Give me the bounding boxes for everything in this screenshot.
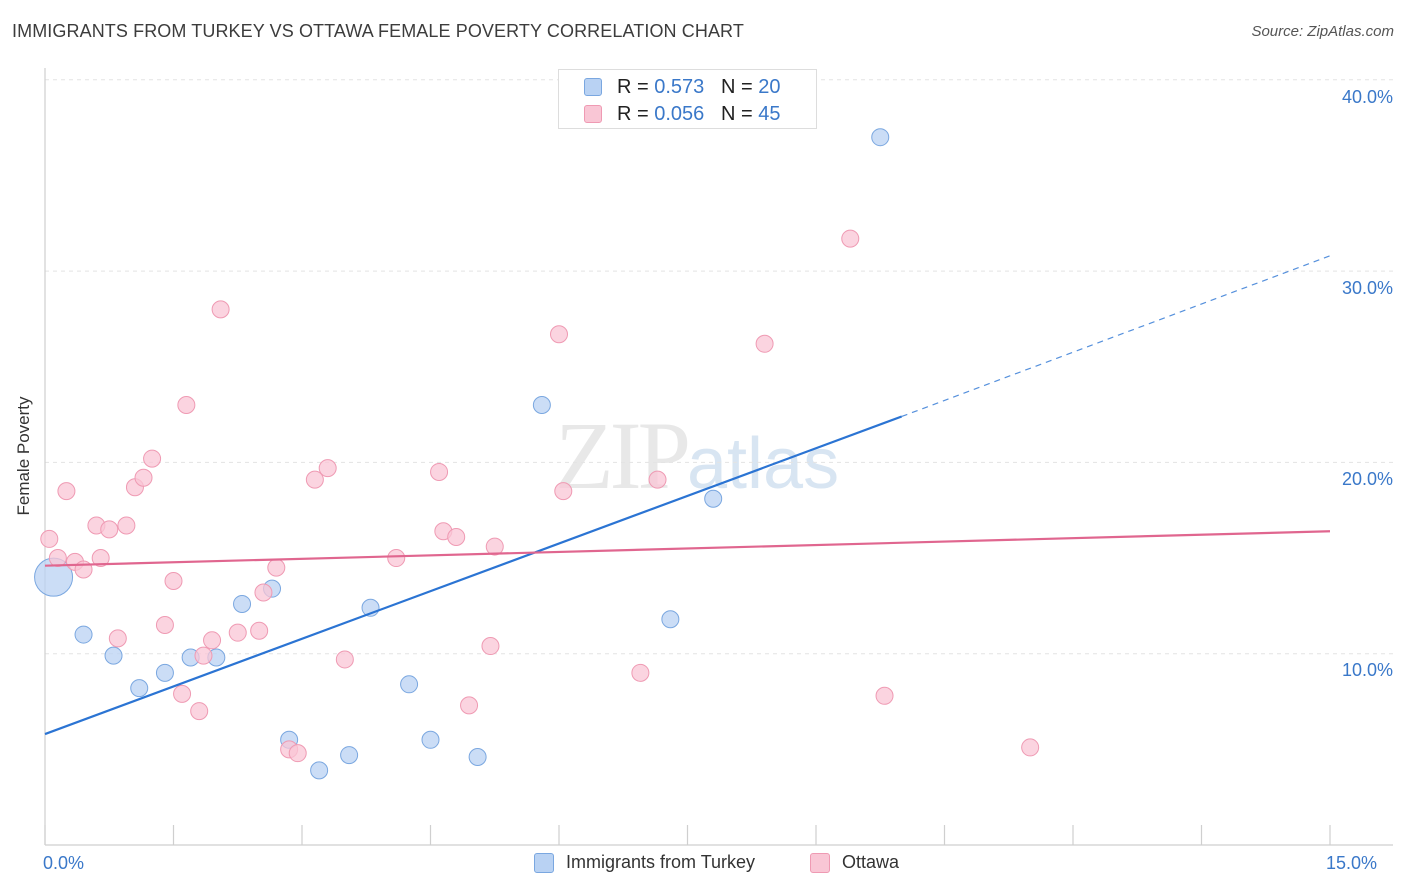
point-ottawa-31: [430, 462, 449, 481]
point-ottawa-27: [305, 470, 324, 489]
point-ottawa-34: [460, 696, 479, 715]
point-ottawa-1: [48, 549, 67, 568]
point-ottawa-36: [485, 537, 504, 556]
point-turkey-11: [340, 746, 359, 765]
r-value-turkey: 0.573: [654, 75, 705, 98]
y-tick-label-40: 40.0%: [1341, 87, 1393, 107]
chart-title: IMMIGRANTS FROM TURKEY VS OTTAWA FEMALE …: [12, 21, 744, 41]
legend-item-ottawa: Ottawa: [810, 852, 899, 873]
watermark: ZIPatlas: [555, 400, 839, 511]
point-ottawa-19: [203, 631, 222, 650]
x-tick-label-max: 15.0%: [1326, 853, 1378, 873]
point-ottawa-14: [164, 572, 183, 591]
point-ottawa-12: [143, 449, 162, 468]
point-ottawa-18: [194, 646, 213, 665]
point-ottawa-6: [91, 549, 110, 568]
trend-line-turkey-extension: [901, 255, 1331, 418]
point-ottawa-16: [177, 396, 196, 415]
point-turkey-1: [74, 625, 93, 644]
n-value-turkey: 20: [758, 75, 781, 98]
point-ottawa-17: [190, 702, 209, 721]
y-axis-label: Female Poverty: [13, 396, 33, 516]
point-ottawa-28: [318, 459, 337, 478]
point-turkey-7: [233, 594, 252, 613]
legend-swatch-turkey: [534, 852, 554, 873]
legend-label-turkey: Immigrants from Turkey: [566, 852, 756, 872]
point-ottawa-0: [40, 529, 59, 548]
point-ottawa-7: [100, 520, 119, 539]
stats-legend: R = 0.573 N = 20 R = 0.056 N = 45: [558, 69, 817, 129]
point-ottawa-21: [228, 623, 247, 642]
point-turkey-10: [310, 761, 329, 780]
point-turkey-19: [871, 128, 890, 147]
trend-line-ottawa: [44, 530, 1331, 567]
point-ottawa-24: [267, 558, 286, 577]
n-value-ottawa: 45: [758, 102, 781, 125]
point-ottawa-37: [550, 325, 568, 344]
point-ottawa-20: [211, 300, 230, 319]
point-turkey-14: [421, 730, 440, 749]
point-ottawa-13: [155, 616, 174, 635]
point-ottawa-43: [875, 686, 894, 705]
point-ottawa-41: [755, 334, 774, 353]
point-ottawa-35: [481, 637, 500, 656]
point-ottawa-29: [335, 650, 354, 669]
x-tick-label-min: 0.0%: [43, 853, 85, 873]
swatch-turkey: [584, 78, 602, 96]
trend-line-turkey: [44, 415, 903, 736]
stats-text-turkey: R = 0.573 N = 20: [617, 75, 781, 98]
point-ottawa-11: [134, 468, 153, 487]
point-turkey-2: [104, 646, 123, 665]
series-legend: Immigrants from Turkey Ottawa: [0, 852, 1406, 878]
point-ottawa-23: [254, 583, 273, 602]
point-turkey-13: [400, 675, 419, 694]
point-ottawa-2: [57, 482, 76, 501]
point-ottawa-22: [250, 621, 269, 640]
point-turkey-3: [130, 679, 149, 698]
legend-swatch-ottawa: [810, 852, 830, 873]
point-ottawa-42: [841, 229, 860, 248]
point-turkey-17: [661, 610, 680, 629]
y-tick-label-10: 10.0%: [1341, 660, 1393, 680]
point-ottawa-38: [554, 482, 573, 501]
stats-text-ottawa: R = 0.056 N = 45: [617, 102, 781, 125]
legend-label-ottawa: Ottawa: [842, 852, 900, 872]
point-ottawa-26: [288, 744, 307, 763]
watermark-zip: ZIP: [555, 402, 691, 509]
y-tick-label-20: 20.0%: [1341, 469, 1393, 489]
point-ottawa-9: [117, 516, 136, 535]
point-ottawa-39: [631, 663, 650, 682]
point-ottawa-44: [1021, 738, 1040, 757]
point-ottawa-33: [447, 528, 466, 547]
point-ottawa-15: [173, 684, 192, 703]
point-turkey-16: [532, 396, 551, 415]
legend-item-turkey: Immigrants from Turkey: [534, 852, 755, 873]
y-tick-label-30: 30.0%: [1341, 278, 1393, 298]
swatch-ottawa: [584, 105, 602, 123]
point-turkey-4: [155, 663, 174, 682]
stats-row-ottawa: R = 0.056 N = 45: [584, 102, 781, 126]
point-ottawa-40: [648, 470, 667, 489]
stats-row-turkey: R = 0.573 N = 20: [584, 75, 781, 99]
r-value-ottawa: 0.056: [654, 102, 705, 125]
point-turkey-18: [704, 489, 723, 508]
source-credit: Source: ZipAtlas.com: [1251, 23, 1394, 40]
point-turkey-15: [468, 748, 487, 767]
point-ottawa-30: [387, 549, 406, 568]
point-ottawa-8: [108, 629, 127, 648]
